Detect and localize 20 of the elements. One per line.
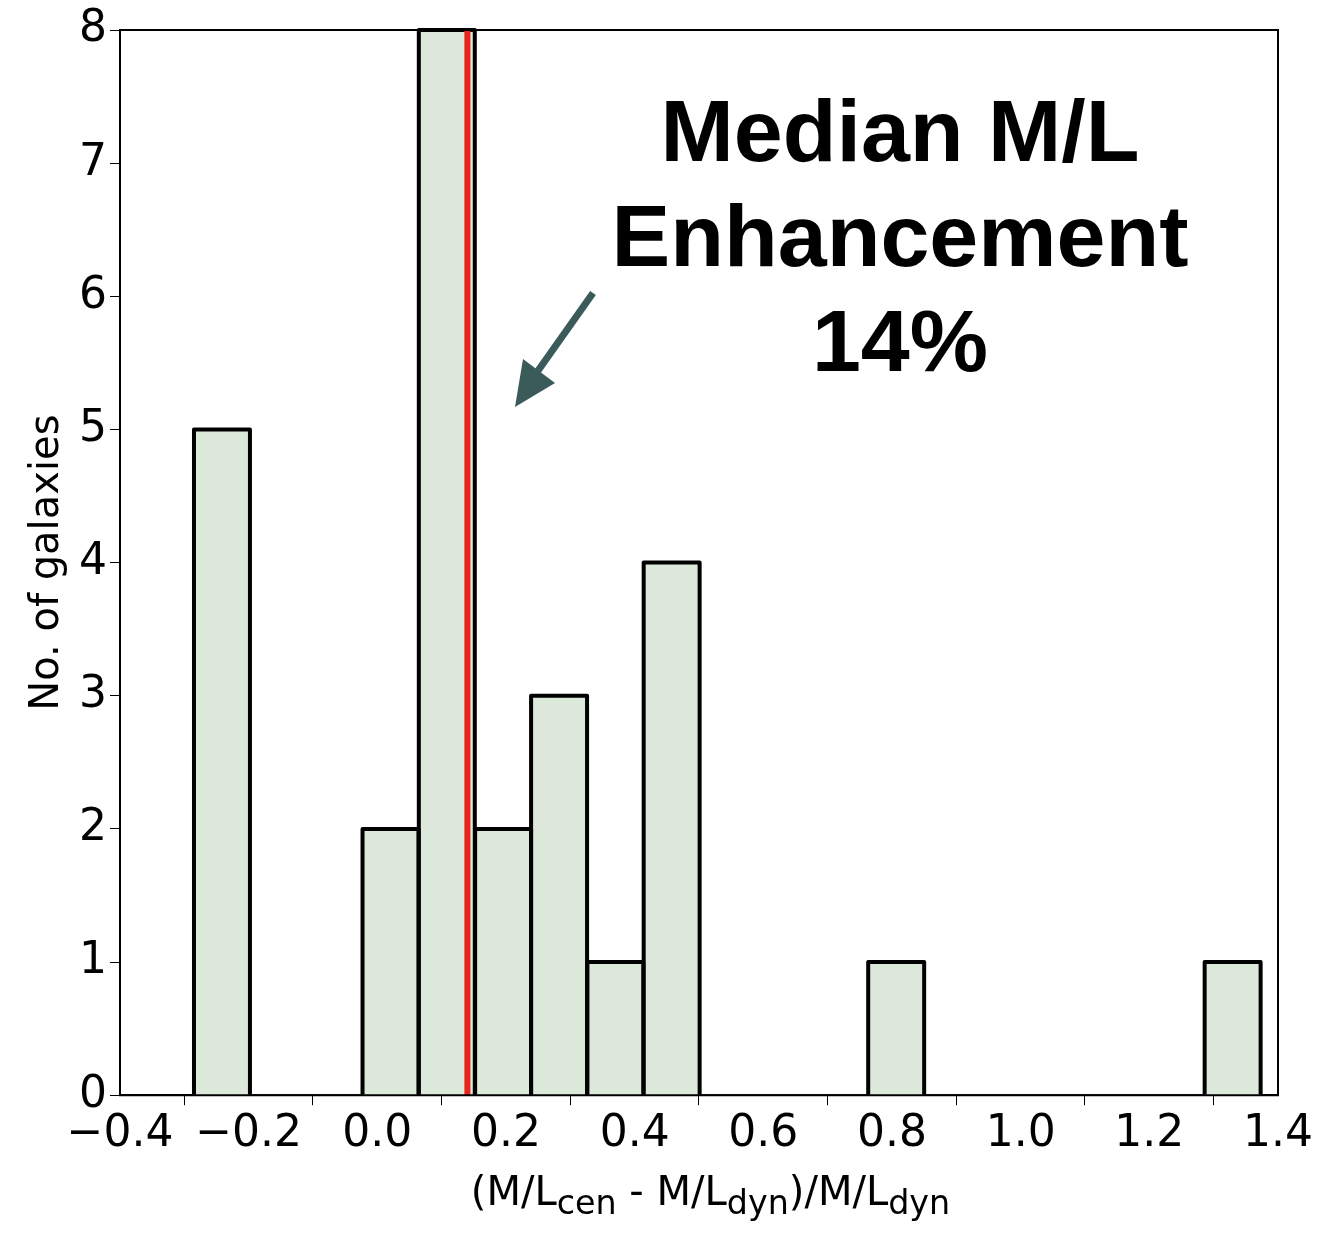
y-tick-label: 8	[78, 0, 107, 52]
y-tick-label: 6	[78, 266, 107, 318]
y-tick-label: 7	[78, 133, 107, 185]
y-tick-label: 2	[78, 799, 107, 851]
x-tick-label: 0.0	[342, 1105, 413, 1157]
y-tick-label: 5	[78, 399, 107, 451]
x-tick-label: 0.2	[471, 1105, 541, 1157]
x-tick-label: 1.4	[1243, 1105, 1313, 1157]
y-tick-label: 1	[78, 932, 107, 984]
x-tick-label: 0.4	[599, 1105, 670, 1157]
y-tick-label: 3	[78, 666, 107, 718]
y-tick-label: 4	[78, 533, 107, 585]
x-tick-label: −0.2	[195, 1105, 303, 1157]
x-tick-label: 1.0	[985, 1105, 1056, 1157]
x-tick-label: 1.2	[1114, 1105, 1185, 1157]
x-axis-title: (M/L$_{cen}$ - M/L$_{dyn}$)/M/L$_{dyn}$	[469, 1168, 952, 1222]
annotation: Median M/L Enhancement 14%	[610, 80, 1190, 392]
y-axis-title: No. of galaxies	[21, 414, 68, 711]
x-tick-label: 0.6	[728, 1105, 799, 1157]
x-tick-label: 0.8	[857, 1105, 927, 1157]
